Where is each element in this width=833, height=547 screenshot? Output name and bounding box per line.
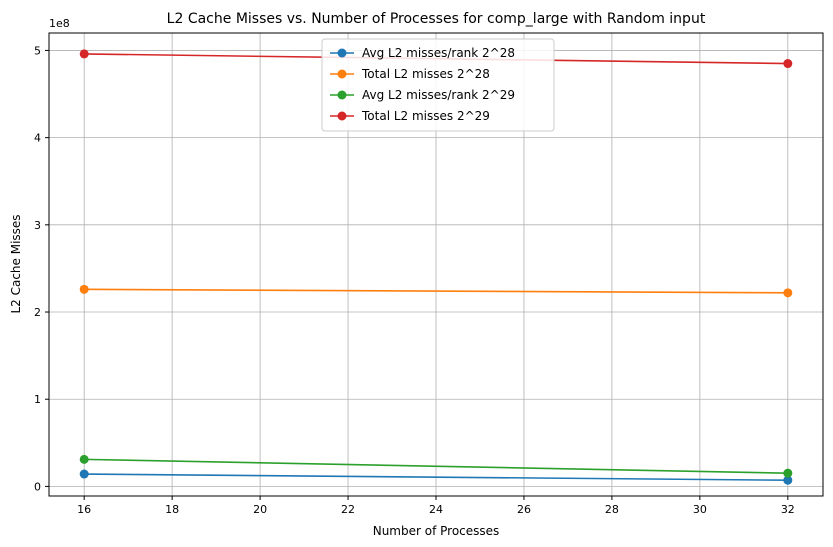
x-tick-label: 24 [429,503,443,516]
x-tick-label: 18 [165,503,179,516]
legend-entry-label: Avg L2 misses/rank 2^29 [362,88,515,102]
y-tick-label: 5 [34,44,41,57]
y-tick-label: 0 [34,480,41,493]
y-offset-label: 1e8 [49,17,70,30]
legend-entry-label: Total L2 misses 2^28 [361,67,490,81]
y-tick-label: 2 [34,306,41,319]
legend-swatch-marker [337,111,347,121]
x-tick-label: 20 [253,503,267,516]
x-tick-label: 22 [341,503,355,516]
data-point [79,284,89,294]
data-point [79,49,89,59]
x-tick-label: 30 [693,503,707,516]
legend-swatch-marker [337,90,347,100]
y-tick-label: 4 [34,132,41,145]
data-point [783,468,793,478]
legend-swatch-marker [337,69,347,79]
series-line-3 [84,458,788,474]
x-axis-label: Number of Processes [373,524,500,538]
chart-title: L2 Cache Misses vs. Number of Processes … [167,11,706,27]
legend-entry-label: Total L2 misses 2^29 [361,109,490,123]
data-point [79,469,89,479]
y-tick-label: 3 [34,219,41,232]
series-line-2 [84,288,788,294]
legend-swatch-marker [337,48,347,58]
y-axis-label: L2 Cache Misses [9,214,23,313]
x-tick-label: 16 [77,503,91,516]
data-point [783,59,793,69]
x-tick-label: 26 [517,503,531,516]
data-point [79,454,89,464]
data-point [783,288,793,298]
series-line-1 [84,473,788,482]
y-axis-ticks: 0 1 2 3 4 5 [34,44,49,493]
x-tick-label: 28 [605,503,619,516]
legend-entry-label: Avg L2 misses/rank 2^28 [362,46,515,60]
x-axis-ticks: 16 18 20 22 24 26 28 30 32 [77,496,795,516]
legend-box [321,38,555,132]
legend: Avg L2 misses/rank 2^28 Total L2 misses 2… [321,38,555,132]
data-point [783,475,793,485]
y-tick-label: 1 [34,393,41,406]
x-tick-label: 32 [781,503,795,516]
